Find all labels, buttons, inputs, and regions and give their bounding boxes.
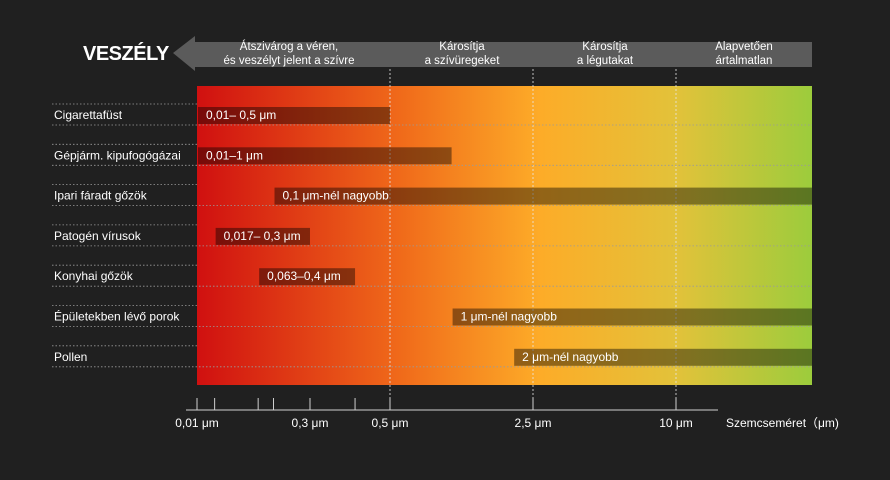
- range-bar-label: 0,063–0,4 μm: [267, 269, 341, 283]
- danger-label: VESZÉLY: [83, 42, 170, 65]
- x-axis-tick-label: 0,01 μm: [175, 416, 219, 430]
- range-bar: [452, 308, 812, 326]
- row-label: Pollen: [54, 350, 87, 364]
- range-bar: [215, 227, 310, 245]
- range-bar-label: 0,017– 0,3 μm: [224, 229, 301, 243]
- range-bar-label: 0,01–1 μm: [206, 148, 263, 162]
- zone-label-1: és veszélyt jelent a szívre: [223, 55, 354, 67]
- range-bar: [259, 268, 356, 286]
- zone-label-4: ártalmatlan: [716, 55, 773, 67]
- zone-label-1: Átszivárog a véren,: [240, 40, 338, 53]
- x-axis-tick-label: 0,3 μm: [292, 416, 329, 430]
- zone-label-3: a légutakat: [577, 55, 634, 67]
- plot-background: [197, 86, 812, 385]
- row-label: Patogén vírusok: [54, 229, 142, 243]
- x-axis-tick-label: 10 μm: [659, 416, 693, 430]
- range-bar: [198, 107, 390, 124]
- range-bar-label: 1 μm-nél nagyobb: [461, 310, 558, 324]
- zone-label-2: a szívüregeket: [425, 55, 501, 67]
- row-label: Cigarettafüst: [54, 108, 123, 122]
- x-axis-tick-label: 2,5 μm: [515, 416, 552, 430]
- zone-label-4: Alapvetően: [715, 41, 773, 53]
- range-bar: [274, 187, 813, 205]
- row-label: Konyhai gőzök: [54, 269, 134, 283]
- row-label: Épületekben lévő porok: [54, 309, 180, 324]
- x-axis-tick-label: 0,5 μm: [372, 416, 409, 430]
- zone-label-3: Károsítja: [582, 41, 628, 53]
- row-label: Gépjárm. kipufogógázai: [54, 148, 181, 162]
- x-axis-title: Szemcseméret（μm): [726, 416, 839, 430]
- range-bar-label: 2 μm-nél nagyobb: [522, 350, 619, 364]
- range-bar-label: 0,1 μm-nél nagyobb: [283, 189, 390, 203]
- row-label: Ipari fáradt gőzök: [54, 189, 148, 203]
- range-bar: [198, 147, 452, 165]
- range-bar-label: 0,01– 0,5 μm: [206, 108, 276, 122]
- range-bar: [514, 348, 812, 366]
- danger-arrow: [173, 36, 812, 71]
- zone-label-2: Károsítja: [439, 41, 485, 53]
